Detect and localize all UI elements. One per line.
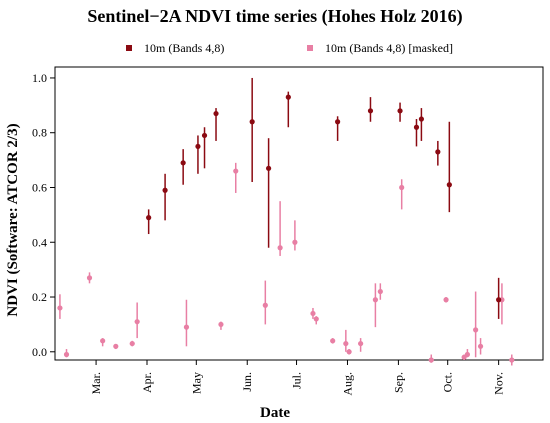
data-point: [413, 124, 420, 130]
data-point: [397, 108, 403, 114]
x-tick-label: Jul.: [290, 372, 304, 389]
data-point: [129, 340, 135, 347]
x-tick-label: May: [189, 372, 203, 394]
data-point: [464, 351, 471, 358]
data-point: [218, 321, 224, 328]
data-point: [266, 165, 272, 171]
data-point: [63, 351, 70, 358]
data-point: [428, 357, 434, 363]
data-point: [367, 108, 374, 114]
x-tick-label: Jun.: [240, 372, 254, 392]
x-axis: Mar. Apr. May Jun. Jul. Aug. Sep. Oct. Nov.: [89, 360, 506, 396]
y-tick-label: 0.6: [32, 180, 47, 194]
data-point: [418, 116, 425, 122]
data-point: [477, 343, 484, 349]
data-point: [213, 110, 219, 117]
data-point: [446, 182, 452, 188]
series-masked: [57, 162, 515, 366]
y-tick-label: 0.8: [32, 126, 47, 140]
x-tick-label: Aug.: [340, 372, 354, 396]
x-tick-label: Oct.: [441, 372, 455, 392]
data-point: [162, 187, 168, 193]
data-point: [180, 160, 186, 166]
data-point: [330, 338, 336, 344]
data-point: [86, 275, 93, 281]
chart-title: Sentinel−2A NDVI time series (Hohes Holz…: [87, 6, 462, 27]
data-point: [285, 94, 291, 100]
data-point: [292, 239, 298, 245]
data-point: [310, 310, 316, 317]
legend: 10m (Bands 4,8) 10m (Bands 4,8) [masked]: [126, 41, 453, 55]
data-point: [372, 297, 379, 303]
legend-marker-series-1: [126, 45, 132, 51]
data-point: [443, 297, 449, 303]
data-point: [435, 149, 441, 155]
data-point: [313, 316, 319, 322]
x-tick-label: Mar.: [89, 372, 103, 394]
data-point: [343, 340, 349, 347]
legend-label-series-1: 10m (Bands 4,8): [144, 41, 224, 55]
y-axis-title: NDVI (Software: ATCOR 2/3): [5, 123, 21, 316]
data-point: [377, 288, 383, 295]
data-point: [509, 357, 515, 363]
data-point: [249, 119, 255, 125]
data-point: [277, 245, 283, 251]
data-point: [201, 132, 208, 139]
plot-frame: [54, 66, 544, 361]
data-point: [113, 343, 119, 349]
x-tick-label: Sep.: [391, 372, 405, 393]
data-point: [346, 349, 352, 355]
data-point: [134, 319, 140, 325]
legend-marker-series-2: [307, 45, 313, 51]
data-point: [335, 119, 341, 125]
x-tick-label: Nov.: [492, 372, 506, 395]
x-tick-label: Apr.: [140, 372, 154, 393]
data-point: [473, 327, 479, 333]
data-point: [233, 168, 239, 174]
data-point: [100, 338, 106, 344]
data-point: [57, 305, 63, 311]
data-point: [183, 324, 190, 330]
y-tick-label: 1.0: [32, 71, 47, 85]
legend-label-series-2: 10m (Bands 4,8) [masked]: [325, 41, 453, 55]
series-10m: [146, 77, 502, 319]
data-point: [399, 184, 405, 191]
data-point: [496, 297, 502, 303]
data-point: [358, 340, 364, 347]
data-point: [195, 143, 201, 150]
y-tick-label: 0.4: [32, 235, 47, 249]
x-axis-title: Date: [260, 405, 290, 421]
y-tick-label: 0.2: [32, 290, 47, 304]
data-point: [146, 215, 152, 221]
data-point: [262, 302, 268, 308]
y-axis: 0.0 0.2 0.4 0.6 0.8 1.0: [32, 71, 55, 359]
y-tick-label: 0.0: [32, 345, 47, 359]
